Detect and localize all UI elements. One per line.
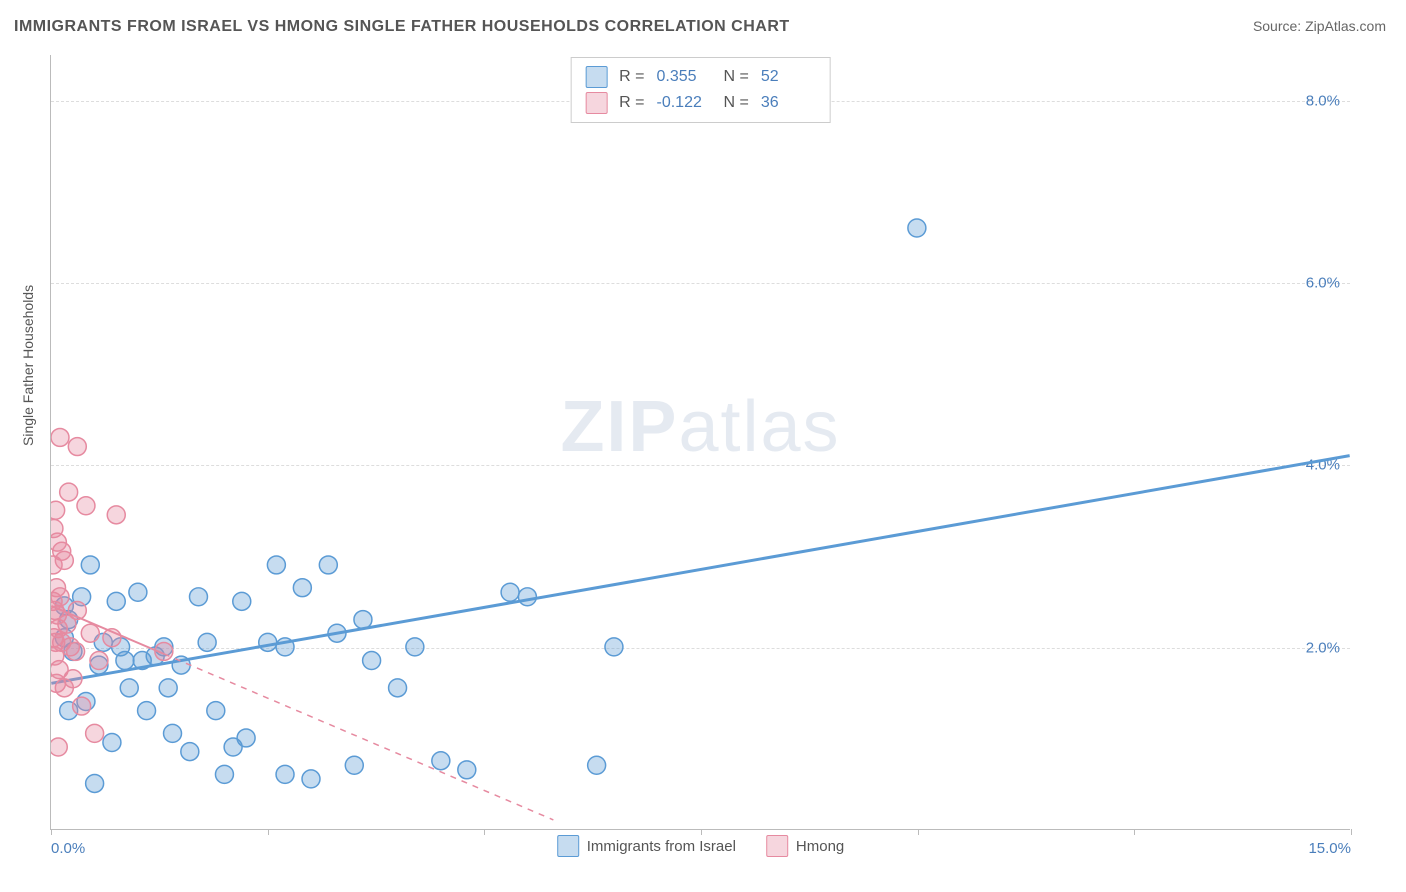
data-point (207, 702, 225, 720)
data-point (55, 551, 73, 569)
data-point (319, 556, 337, 574)
chart-svg (51, 55, 1350, 829)
data-point (77, 497, 95, 515)
data-point (432, 752, 450, 770)
n-value-1: 36 (761, 94, 816, 112)
source-label: Source: ZipAtlas.com (1253, 18, 1386, 34)
data-point (138, 702, 156, 720)
n-value-0: 52 (761, 68, 816, 86)
y-axis-label: Single Father Households (20, 285, 36, 446)
legend-item-0: Immigrants from Israel (557, 835, 736, 857)
data-point (267, 556, 285, 574)
legend-item-label: Immigrants from Israel (587, 838, 736, 855)
data-point (259, 633, 277, 651)
x-tick (1351, 829, 1352, 835)
data-point (86, 724, 104, 742)
data-point (107, 506, 125, 524)
data-point (120, 679, 138, 697)
data-point (73, 697, 91, 715)
data-point (116, 652, 134, 670)
chart-title: IMMIGRANTS FROM ISRAEL VS HMONG SINGLE F… (14, 18, 790, 36)
n-label: N = (724, 94, 749, 112)
swatch-icon (766, 835, 788, 857)
data-point (237, 729, 255, 747)
data-point (215, 765, 233, 783)
data-point (233, 592, 251, 610)
trend-line-extrapolated (164, 654, 553, 820)
data-point (107, 592, 125, 610)
data-point (189, 588, 207, 606)
legend-item-1: Hmong (766, 835, 844, 857)
data-point (129, 583, 147, 601)
data-point (64, 670, 82, 688)
data-point (293, 579, 311, 597)
x-tick (701, 829, 702, 835)
r-label: R = (619, 68, 644, 86)
data-point (501, 583, 519, 601)
data-point (51, 501, 65, 519)
data-point (159, 679, 177, 697)
r-value-0: 0.355 (657, 68, 712, 86)
data-point (90, 652, 108, 670)
data-point (86, 774, 104, 792)
data-point (276, 765, 294, 783)
x-tick (1134, 829, 1135, 835)
x-tick (918, 829, 919, 835)
data-point (67, 642, 85, 660)
data-point (518, 588, 536, 606)
r-label: R = (619, 94, 644, 112)
data-point (345, 756, 363, 774)
x-tick (268, 829, 269, 835)
n-label: N = (724, 68, 749, 86)
swatch-icon (557, 835, 579, 857)
data-point (908, 219, 926, 237)
legend-series: Immigrants from Israel Hmong (557, 835, 845, 857)
data-point (81, 556, 99, 574)
data-point (103, 734, 121, 752)
data-point (198, 633, 216, 651)
plot-area: ZIPatlas R = 0.355 N = 52 R = -0.122 N =… (50, 55, 1350, 830)
legend-item-label: Hmong (796, 838, 844, 855)
data-point (605, 638, 623, 656)
data-point (60, 483, 78, 501)
legend-correlation: R = 0.355 N = 52 R = -0.122 N = 36 (570, 57, 831, 123)
data-point (68, 438, 86, 456)
data-point (164, 724, 182, 742)
x-tick-label: 15.0% (1308, 840, 1351, 857)
data-point (302, 770, 320, 788)
x-tick (51, 829, 52, 835)
data-point (406, 638, 424, 656)
data-point (458, 761, 476, 779)
data-point (51, 738, 67, 756)
data-point (81, 624, 99, 642)
data-point (389, 679, 407, 697)
data-point (363, 652, 381, 670)
data-point (51, 428, 69, 446)
trend-line (51, 456, 1349, 684)
swatch-series-0 (585, 66, 607, 88)
data-point (588, 756, 606, 774)
data-point (51, 588, 69, 606)
data-point (354, 611, 372, 629)
legend-row-0: R = 0.355 N = 52 (585, 64, 816, 90)
legend-row-1: R = -0.122 N = 36 (585, 90, 816, 116)
x-tick-label: 0.0% (51, 840, 85, 857)
x-tick (484, 829, 485, 835)
swatch-series-1 (585, 92, 607, 114)
data-point (181, 743, 199, 761)
r-value-1: -0.122 (657, 94, 712, 112)
